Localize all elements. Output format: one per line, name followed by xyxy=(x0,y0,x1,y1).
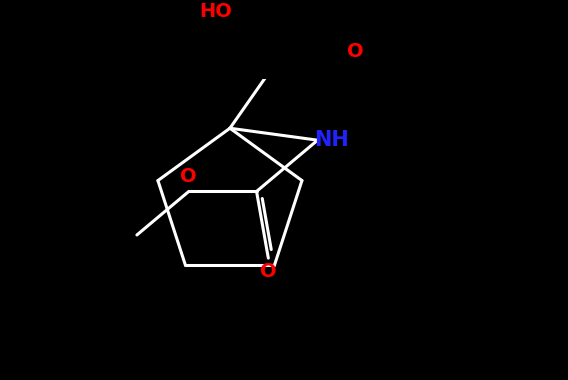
Text: O: O xyxy=(347,42,364,61)
Text: O: O xyxy=(260,261,277,280)
Text: O: O xyxy=(181,167,197,186)
Text: HO: HO xyxy=(199,2,232,21)
Text: NH: NH xyxy=(314,130,349,150)
